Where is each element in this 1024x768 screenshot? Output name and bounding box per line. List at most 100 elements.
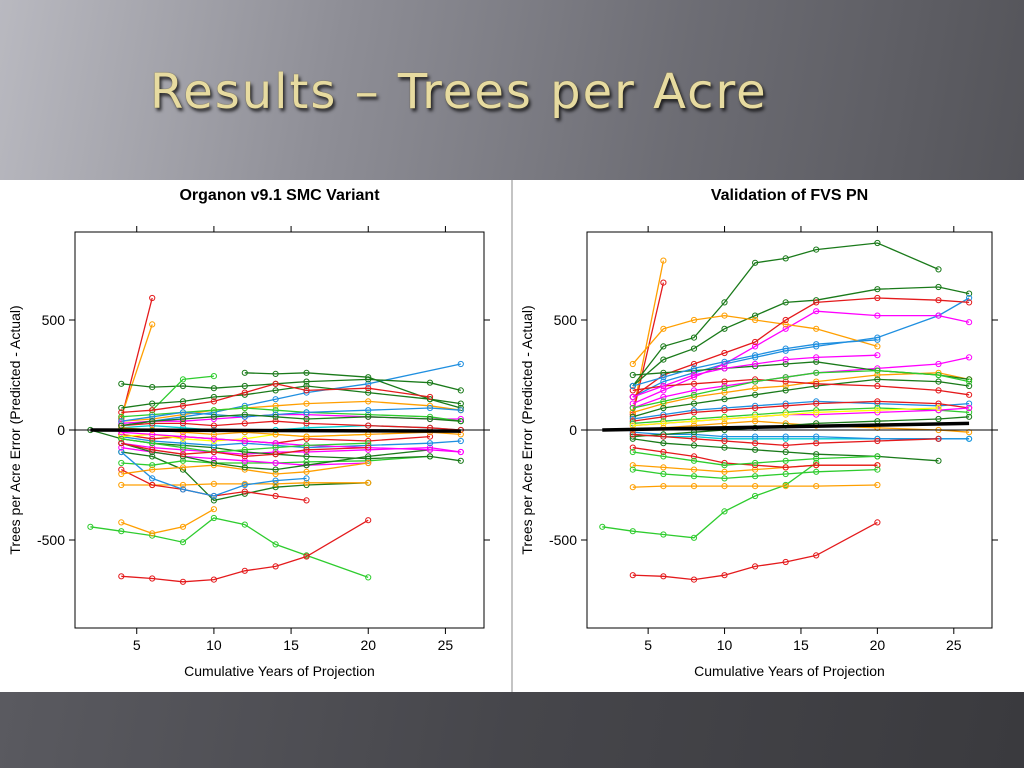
data-point: [303, 369, 310, 376]
data-point: [935, 387, 942, 394]
series-line-t8: [632, 310, 970, 405]
data-point: [272, 387, 279, 394]
series-line-t33: [632, 433, 939, 447]
data-point: [660, 464, 667, 471]
data-point: [118, 519, 125, 526]
y-tick-label: 500: [42, 312, 66, 328]
x-tick-label: 25: [946, 637, 962, 653]
data-point: [629, 444, 636, 451]
data-point: [935, 378, 942, 385]
data-point: [752, 360, 759, 368]
data-point: [660, 343, 667, 350]
series-line-s34: [121, 413, 461, 427]
data-point: [782, 316, 789, 324]
data-point: [690, 457, 698, 464]
data-point: [690, 435, 698, 442]
data-point: [179, 402, 187, 409]
chart-title: Validation of FVS PN: [711, 187, 868, 204]
series-line-s13: [121, 482, 369, 486]
data-point: [118, 409, 125, 416]
data-point: [721, 349, 728, 357]
data-point: [179, 415, 187, 423]
data-point: [629, 415, 636, 423]
series-line-t1: [632, 260, 665, 413]
data-point: [782, 470, 789, 478]
data-point: [690, 534, 698, 541]
data-point: [813, 246, 820, 253]
y-tick-label: 0: [57, 422, 65, 438]
data-point: [149, 413, 156, 420]
data-point: [874, 398, 881, 405]
data-point: [690, 371, 698, 379]
data-point: [721, 483, 728, 490]
data-point: [874, 462, 881, 469]
series-line-s1: [120, 297, 153, 420]
chart-1: Organon v9.1 SMC Variant 5 10 15 20 25 -500 0 50…: [7, 187, 490, 679]
data-point: [457, 404, 464, 412]
data-point: [365, 459, 372, 467]
data-point: [966, 376, 973, 383]
data-point: [660, 404, 667, 412]
data-point: [149, 418, 156, 425]
data-point: [303, 475, 310, 482]
data-point: [149, 475, 156, 482]
data-point: [782, 360, 789, 368]
data-point: [966, 404, 973, 412]
data-point: [813, 341, 820, 348]
series-line-s25: [121, 407, 461, 422]
data-point: [179, 376, 187, 383]
data-point: [210, 459, 217, 467]
data-point: [118, 435, 125, 442]
data-point: [241, 420, 248, 427]
x-tick-label: 5: [133, 637, 141, 653]
series-line-t29: [632, 369, 970, 409]
data-point: [752, 413, 759, 420]
data-point: [690, 466, 698, 473]
data-point: [179, 420, 187, 427]
data-point: [660, 369, 667, 376]
data-point: [660, 279, 667, 286]
data-point: [629, 404, 636, 412]
data-point: [966, 400, 973, 407]
data-point: [629, 409, 636, 416]
data-point: [149, 575, 156, 582]
data-point: [966, 299, 973, 306]
data-point: [118, 459, 125, 467]
series-line-t15: [632, 400, 970, 422]
data-point: [241, 411, 248, 418]
data-point: [782, 382, 789, 390]
data-point: [752, 391, 759, 398]
data-point: [365, 380, 372, 387]
data-point: [721, 389, 728, 396]
data-point: [874, 286, 881, 293]
data-point: [365, 440, 372, 447]
data-point: [660, 387, 667, 394]
data-point: [179, 523, 187, 530]
data-point: [210, 413, 217, 420]
data-point: [241, 446, 248, 453]
data-point: [660, 448, 667, 456]
data-point: [813, 308, 820, 315]
data-point: [149, 462, 156, 469]
x-tick-label: 10: [206, 637, 222, 653]
data-point: [874, 481, 881, 489]
data-point: [241, 453, 248, 460]
data-point: [118, 470, 125, 478]
data-point: [660, 398, 667, 405]
data-point: [721, 475, 728, 482]
data-point: [210, 435, 217, 442]
data-point: [660, 378, 667, 385]
data-point: [690, 360, 698, 368]
y-axis-label: Trees per Acre Error (Predicted - Actual…: [519, 305, 535, 554]
data-point: [752, 343, 759, 350]
series-line-s7: [121, 378, 461, 392]
data-point: [935, 360, 942, 368]
data-point: [935, 371, 942, 379]
data-point: [752, 433, 759, 440]
data-point: [966, 354, 973, 361]
y-tick-label: -500: [549, 532, 577, 548]
data-point: [179, 444, 187, 451]
data-point: [118, 418, 125, 425]
data-point: [365, 444, 372, 451]
